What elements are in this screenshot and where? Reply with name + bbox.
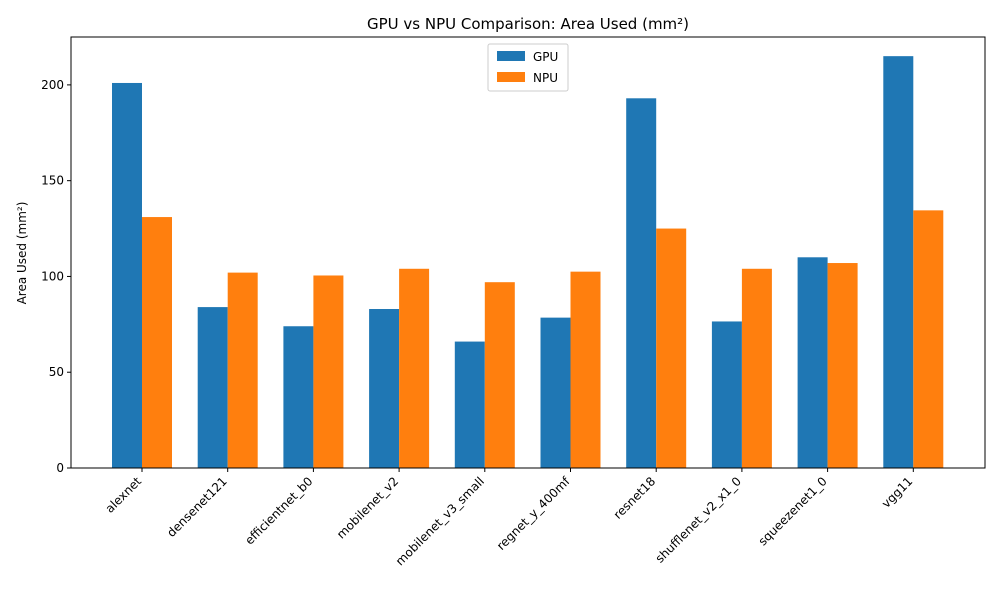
x-tick-label: squeezenet1_0 xyxy=(756,474,830,548)
x-tick-label: mobilenet_v3_small xyxy=(393,474,487,568)
x-tick-label: resnet18 xyxy=(611,474,659,522)
y-tick-label: 150 xyxy=(41,174,64,188)
y-axis-title: Area Used (mm²) xyxy=(15,202,29,305)
bar-gpu-efficientnet_b0 xyxy=(283,326,314,468)
bar-gpu-vgg11 xyxy=(883,56,914,469)
bar-npu-vgg11 xyxy=(913,210,944,468)
bar-gpu-mobilenet_v3_small xyxy=(454,341,485,468)
x-tick-label: vgg11 xyxy=(879,474,915,510)
bar-npu-resnet18 xyxy=(656,228,687,468)
bar-npu-shufflenet_v2_x1_0 xyxy=(741,268,772,468)
bar-gpu-densenet121 xyxy=(197,307,228,468)
bar-npu-efficientnet_b0 xyxy=(313,275,344,468)
bars-group xyxy=(112,56,944,469)
x-tick-label: densenet121 xyxy=(164,474,230,540)
bar-gpu-alexnet xyxy=(112,82,142,469)
bar-npu-alexnet xyxy=(142,217,172,468)
legend-label-gpu: GPU xyxy=(533,50,558,64)
y-tick-label: 0 xyxy=(56,461,64,475)
legend-swatch-npu xyxy=(497,72,525,82)
y-tick-label: 200 xyxy=(41,78,64,92)
x-tick-label: regnet_y_400mf xyxy=(494,474,573,553)
x-tick-label: efficientnet_b0 xyxy=(242,474,315,547)
bar-npu-squeezenet1_0 xyxy=(827,263,858,468)
bar-gpu-squeezenet1_0 xyxy=(797,257,828,468)
y-axis: 0 50 100 150 200 xyxy=(41,78,71,475)
chart-title: GPU vs NPU Comparison: Area Used (mm²) xyxy=(367,15,689,33)
legend-label-npu: NPU xyxy=(533,71,558,85)
legend-swatch-gpu xyxy=(497,51,525,61)
bar-gpu-mobilenet_v2 xyxy=(369,309,400,468)
x-tick-label: mobilenet_v2 xyxy=(334,474,401,541)
bar-gpu-resnet18 xyxy=(626,98,657,468)
y-tick-label: 50 xyxy=(49,365,64,379)
x-tick-label: shufflenet_v2_x1_0 xyxy=(653,474,744,565)
bar-gpu-regnet_y_400mf xyxy=(540,317,571,468)
x-axis: alexnet densenet121 efficientnet_b0 mobilen… xyxy=(103,468,915,568)
bar-npu-densenet121 xyxy=(227,272,258,468)
bar-npu-mobilenet_v2 xyxy=(399,268,430,468)
x-tick-label: alexnet xyxy=(103,474,145,516)
y-tick-label: 100 xyxy=(41,269,64,283)
bar-npu-mobilenet_v3_small xyxy=(484,282,515,468)
bar-npu-regnet_y_400mf xyxy=(570,271,601,468)
bar-gpu-shufflenet_v2_x1_0 xyxy=(711,321,742,468)
legend: GPU NPU xyxy=(487,43,569,92)
plot-frame xyxy=(70,36,986,469)
